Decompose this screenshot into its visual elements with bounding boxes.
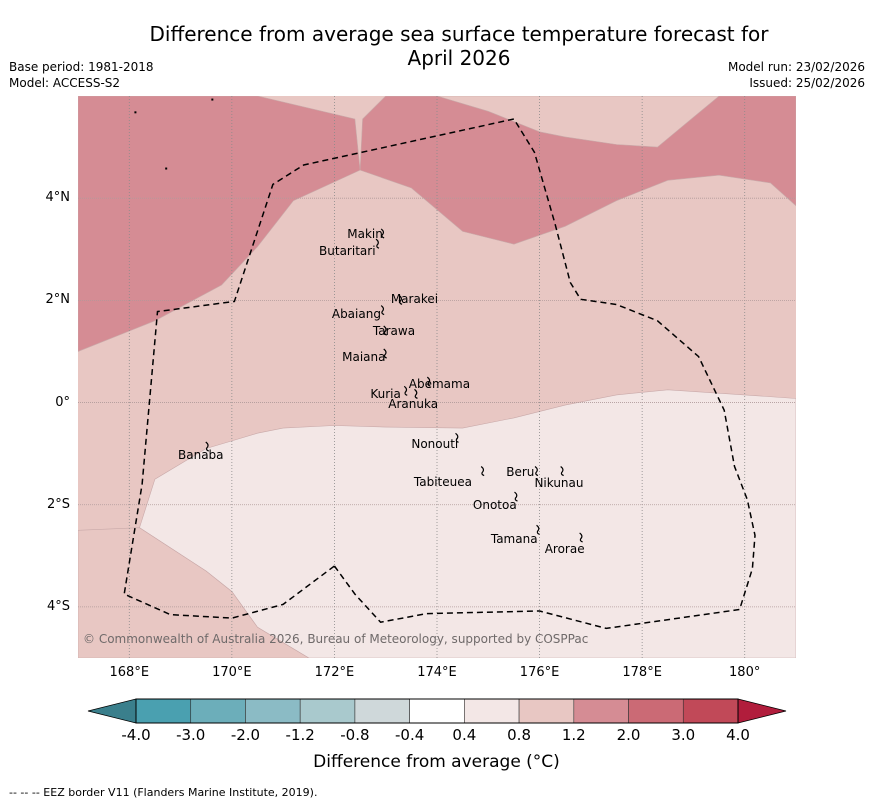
- island-label: Maiana: [342, 349, 386, 364]
- lon-tick-label: 176°E: [519, 665, 560, 680]
- island-shape: [536, 524, 540, 535]
- colorbar-tick-label: -0.4: [394, 726, 425, 744]
- title-line-1: Difference from average sea surface temp…: [149, 22, 769, 46]
- meta-left: Base period: 1981-2018 Model: ACCESS-S2: [9, 59, 154, 91]
- colorbar-bin: [682, 698, 739, 724]
- lon-tick-label: 168°E: [109, 665, 150, 680]
- colorbar-tick-label: 0.8: [507, 726, 531, 744]
- island-label: Arorae: [544, 541, 585, 556]
- colorbar-bin: [628, 698, 684, 724]
- island-markers: [134, 98, 583, 543]
- colorbar-bin: [245, 698, 301, 724]
- title-line-2: April 2026: [407, 46, 511, 70]
- island-label: Tamana: [490, 532, 538, 547]
- colorbar-outline: [135, 698, 739, 724]
- model-name: Model: ACCESS-S2: [9, 76, 121, 90]
- colorbar-bin: [354, 698, 410, 724]
- colorbar-tick-label: -0.8: [340, 726, 370, 744]
- island-label: Nikunau: [534, 476, 584, 491]
- page-title: Difference from average sea surface temp…: [0, 22, 873, 70]
- island-shape: [480, 466, 485, 477]
- eez-border-layer: [123, 118, 756, 630]
- lon-tick-label: 172°E: [314, 665, 355, 680]
- lat-tick-label: 0°: [55, 394, 70, 410]
- model-run-date: Model run: 23/02/2026: [727, 60, 865, 74]
- lon-tick-label: 174°E: [417, 665, 457, 680]
- island-label: Tabiteuea: [413, 475, 472, 490]
- colorbar-tick-label: -2.0: [230, 726, 261, 744]
- island-shape: [560, 466, 564, 477]
- copyright-notice: © Commonwealth of Australia 2026, Bureau…: [83, 632, 589, 646]
- colorbar-tick-label: 3.0: [671, 726, 696, 744]
- island-shape: [579, 532, 583, 543]
- colorbar-bin: [573, 698, 629, 724]
- lon-tick-label: 180°: [729, 665, 761, 680]
- colorbar-tick-label: -3.0: [176, 726, 206, 744]
- colorbar-bin: [135, 698, 192, 724]
- anomaly-region: [359, 96, 796, 245]
- island-label: Abaiang: [331, 306, 381, 321]
- colorbar-tick-label: -1.2: [285, 726, 315, 744]
- colorbar-under-extension: [87, 698, 137, 724]
- island-label: Tarawa: [372, 324, 416, 339]
- island-label: Nonouti: [411, 436, 459, 451]
- colorbar: [87, 698, 787, 724]
- island-shape: [514, 491, 518, 502]
- islet-speck: [211, 98, 214, 101]
- island-label: Kuria: [370, 387, 401, 402]
- island-shape: [383, 348, 387, 359]
- island-shape: [383, 325, 387, 336]
- colorbar-bin: [464, 698, 520, 724]
- eez-legend-footnote: -- -- -- EEZ border V11 (Flanders Marine…: [9, 786, 318, 799]
- colorbar-tick-label: 0.4: [452, 726, 477, 744]
- eez-border: [123, 118, 756, 630]
- island-shape: [375, 238, 380, 249]
- colorbar-bin: [409, 698, 465, 724]
- island-shape: [455, 432, 459, 443]
- anomaly-region: [385, 96, 720, 148]
- island-shape: [205, 441, 209, 452]
- anomaly-region: [78, 96, 361, 352]
- island-shape: [380, 228, 385, 239]
- island-label: Onotoa: [472, 498, 517, 513]
- colorbar-tick-label: 1.2: [561, 726, 586, 744]
- islet-speck: [165, 167, 168, 170]
- island-label: Beru: [506, 465, 535, 480]
- lat-tick-label: 2°N: [45, 292, 71, 308]
- lon-tick-label: 170°E: [212, 665, 252, 680]
- colorbar-bin: [299, 698, 356, 724]
- lon-tick-label: 178°E: [622, 665, 662, 680]
- colorbar-tick-label: 2.0: [616, 726, 641, 744]
- island-label: Abemama: [408, 376, 471, 391]
- colorbar-bin: [190, 698, 246, 724]
- base-period: Base period: 1981-2018: [9, 60, 154, 74]
- island-label: Aranuka: [388, 397, 439, 412]
- island-shape: [380, 305, 385, 316]
- islet-speck: [134, 111, 137, 114]
- colorbar-label: Difference from average (°C): [313, 752, 560, 772]
- issued-date: Issued: 25/02/2026: [749, 76, 865, 90]
- meta-right: Model run: 23/02/2026 Issued: 25/02/2026: [728, 59, 865, 91]
- anomaly-region: [78, 527, 310, 658]
- island-label: Butaritari: [319, 243, 376, 258]
- lat-tick-label: 4°N: [45, 190, 71, 206]
- island-shape: [398, 294, 403, 305]
- island-shape: [414, 388, 418, 399]
- colorbar-bin: [518, 698, 575, 724]
- island-shape: [426, 376, 431, 387]
- colorbar-tick-label: -4.0: [121, 726, 151, 744]
- anomaly-regions: [78, 96, 796, 658]
- colorbar-over-extension: [737, 698, 787, 724]
- lat-tick-label: 2°S: [46, 496, 70, 512]
- island-label: Marakei: [390, 292, 439, 307]
- lat-tick-label: 4°S: [46, 598, 70, 614]
- island-shape: [403, 385, 408, 396]
- gridlines: [78, 96, 796, 658]
- island-label: Makin: [347, 226, 383, 241]
- island-shape: [534, 466, 539, 477]
- island-label: Banaba: [178, 448, 224, 463]
- colorbar-tick-label: 4.0: [726, 726, 750, 744]
